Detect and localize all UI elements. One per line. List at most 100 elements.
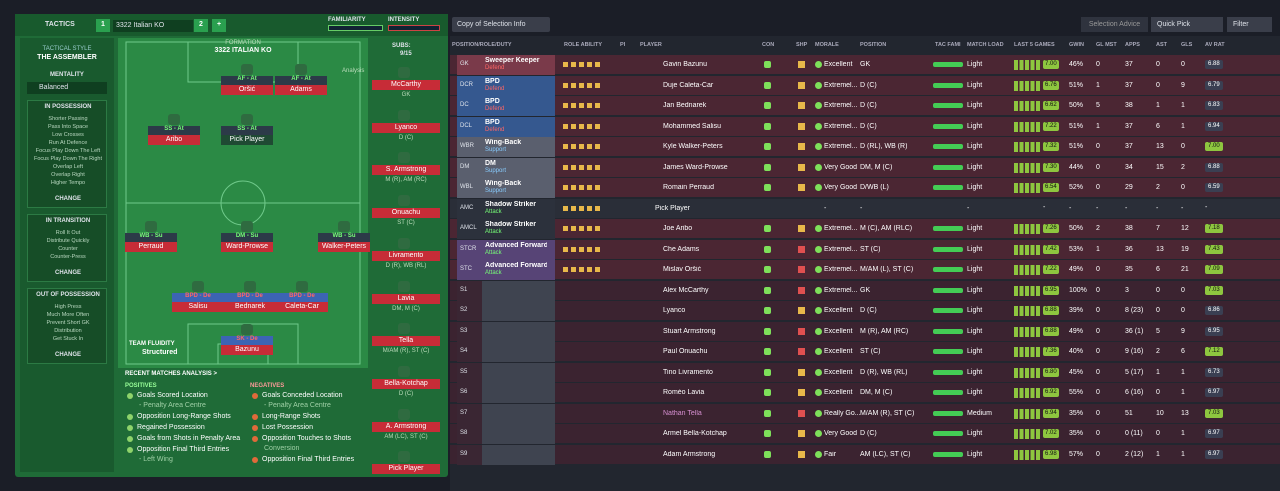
quick-pick: Quick Pick bbox=[1151, 17, 1223, 32]
match-load: Light bbox=[967, 450, 983, 458]
morale: Extremel... bbox=[824, 286, 858, 294]
stat-ast: 0 bbox=[1156, 61, 1160, 68]
form-bars bbox=[1014, 326, 1040, 337]
fluidity-value: Structured bbox=[142, 349, 178, 356]
stat-glmst: 1 bbox=[1096, 122, 1100, 130]
morale-icon bbox=[815, 409, 822, 417]
role-cell bbox=[482, 157, 555, 178]
stat-glmst: 0 bbox=[1096, 184, 1100, 191]
player: Mohammed Salisu bbox=[663, 122, 721, 130]
stat-gwin: - bbox=[1069, 204, 1072, 212]
last-5-rating: 6.88 bbox=[1043, 306, 1059, 316]
insight: Opposition Long-Range Shots bbox=[137, 413, 231, 420]
stat-ast: 10 bbox=[1156, 409, 1164, 417]
condition bbox=[764, 163, 771, 171]
stat-apps: 38 bbox=[1125, 102, 1133, 109]
average-rating: 6.97 bbox=[1205, 429, 1223, 439]
morale: Really Go... bbox=[824, 409, 860, 417]
condition bbox=[764, 389, 771, 396]
morale: Extremel... bbox=[824, 102, 858, 109]
table-row bbox=[450, 383, 1280, 403]
row-position: DM bbox=[460, 163, 470, 170]
player: Romain Perraud bbox=[663, 184, 714, 191]
stat-glmst: 0 bbox=[1096, 286, 1100, 294]
morale: Excellent bbox=[824, 307, 853, 314]
insight: Opposition Final Third Entries bbox=[137, 446, 230, 453]
player-shirt bbox=[241, 64, 253, 75]
role: Advanced Forward bbox=[485, 241, 547, 249]
sharpness bbox=[798, 389, 805, 396]
stat-ast: 13 bbox=[1156, 245, 1164, 253]
stat-gwin: 100% bbox=[1069, 286, 1087, 294]
player-shirt bbox=[244, 281, 256, 292]
column-header: SHP bbox=[796, 42, 808, 48]
stat-glmst: 0 bbox=[1096, 307, 1100, 314]
match-load: Light bbox=[967, 81, 983, 89]
stat-gls: 1 bbox=[1181, 389, 1185, 396]
tac-fami-bar bbox=[933, 226, 963, 231]
average-rating: - bbox=[1205, 203, 1208, 211]
natural-position: D (C) bbox=[860, 81, 877, 89]
sub-shirt bbox=[398, 408, 410, 420]
duty: Defend bbox=[485, 65, 505, 71]
player-name: Ward-Prowse bbox=[221, 242, 273, 252]
role: Advanced Forward bbox=[485, 262, 547, 269]
sub-shirt bbox=[398, 323, 410, 335]
stat-gls: 0 bbox=[1181, 61, 1185, 68]
stat-ast: 0 bbox=[1156, 430, 1160, 437]
stat-gwin: 35% bbox=[1069, 409, 1084, 417]
sharpness bbox=[798, 286, 805, 294]
sub-name: S. Armstrong bbox=[372, 165, 440, 176]
condition bbox=[764, 143, 771, 150]
instruction: Focus Play Down The Left bbox=[35, 148, 101, 154]
position-cell bbox=[457, 198, 482, 219]
stat-apps: 35 bbox=[1125, 266, 1133, 273]
stat-gwin: 39% bbox=[1069, 307, 1084, 314]
player: Che Adams bbox=[663, 245, 700, 253]
section-title: OUT OF POSSESSION bbox=[36, 292, 100, 298]
position-cell bbox=[457, 55, 482, 75]
role-cell bbox=[482, 178, 555, 198]
average-rating: 7.43 bbox=[1205, 244, 1223, 254]
stat-gls: 0 bbox=[1181, 184, 1185, 191]
stat-apps: 3 bbox=[1125, 286, 1129, 294]
match-load: Light bbox=[967, 266, 983, 273]
tab: TACTICS bbox=[45, 21, 75, 28]
last-5-rating: 7.32 bbox=[1043, 142, 1059, 152]
average-rating: 6.88 bbox=[1205, 60, 1223, 70]
insight: Opposition Final Third Entries bbox=[262, 456, 355, 463]
role-label: WB - Su bbox=[125, 233, 177, 242]
match-load: Light bbox=[967, 102, 983, 109]
morale-icon bbox=[815, 266, 822, 273]
tac-fami-bar bbox=[933, 246, 963, 252]
stat-apps: 38 bbox=[1125, 225, 1133, 232]
player: Tino Livramento bbox=[663, 368, 713, 376]
sub-shirt bbox=[398, 365, 410, 377]
natural-position: - bbox=[860, 204, 863, 212]
role-cell bbox=[482, 96, 555, 116]
sub-position: D (C) bbox=[398, 134, 414, 141]
stat-glmst: 0 bbox=[1096, 266, 1100, 273]
average-rating: 6.59 bbox=[1205, 183, 1223, 193]
position-cell bbox=[457, 260, 482, 280]
stat-glmst: 0 bbox=[1096, 61, 1100, 68]
player: Joe Aribo bbox=[663, 225, 693, 232]
morale-icon bbox=[815, 286, 822, 294]
table-row bbox=[450, 444, 1280, 465]
row-position: S9 bbox=[460, 450, 468, 457]
mentality-label: MENTALITY bbox=[50, 72, 84, 78]
match-load: Light bbox=[967, 61, 983, 68]
instruction: Pass Into Space bbox=[47, 124, 89, 130]
tactic-select: 3322 Italian KO bbox=[113, 20, 193, 32]
stat-gls: 2 bbox=[1181, 163, 1185, 171]
sub-shirt bbox=[398, 451, 410, 463]
column-header: ROLE ABILITY bbox=[564, 42, 602, 48]
match-load: Light bbox=[967, 389, 983, 396]
tac-fami-bar bbox=[933, 144, 963, 149]
morale: Excellent bbox=[824, 348, 853, 355]
stat-gwin: 40% bbox=[1069, 348, 1084, 355]
stat-ast: 5 bbox=[1156, 327, 1160, 335]
natural-position: ST (C) bbox=[860, 245, 881, 253]
match-load: Light bbox=[967, 122, 983, 130]
stat-gwin: 46% bbox=[1069, 61, 1084, 68]
